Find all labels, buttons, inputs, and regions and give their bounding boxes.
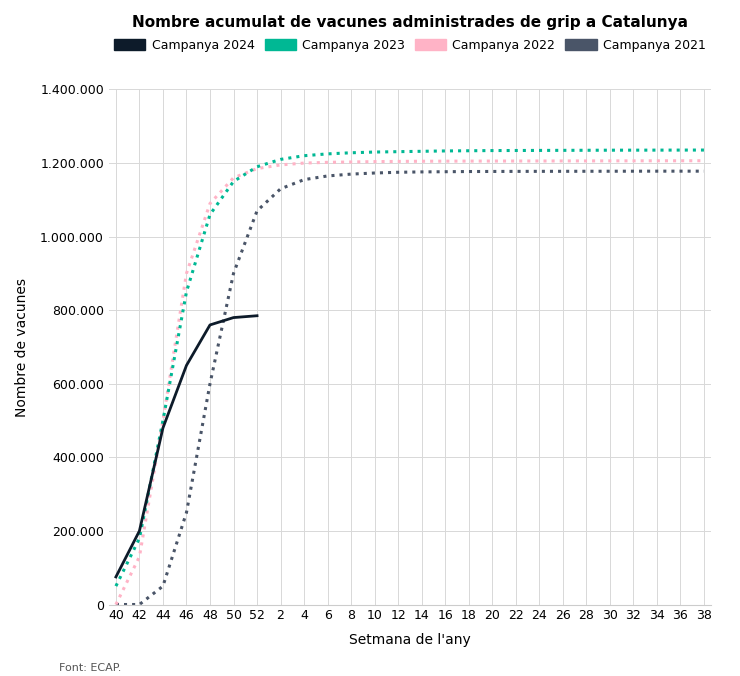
Legend: Campanya 2024, Campanya 2023, Campanya 2022, Campanya 2021: Campanya 2024, Campanya 2023, Campanya 2…: [110, 34, 710, 57]
X-axis label: Setmana de l'any: Setmana de l'any: [349, 633, 471, 648]
Title: Nombre acumulat de vacunes administrades de grip a Catalunya: Nombre acumulat de vacunes administrades…: [132, 15, 688, 30]
Text: Font: ECAP.: Font: ECAP.: [59, 662, 121, 673]
Y-axis label: Nombre de vacunes: Nombre de vacunes: [15, 278, 29, 416]
